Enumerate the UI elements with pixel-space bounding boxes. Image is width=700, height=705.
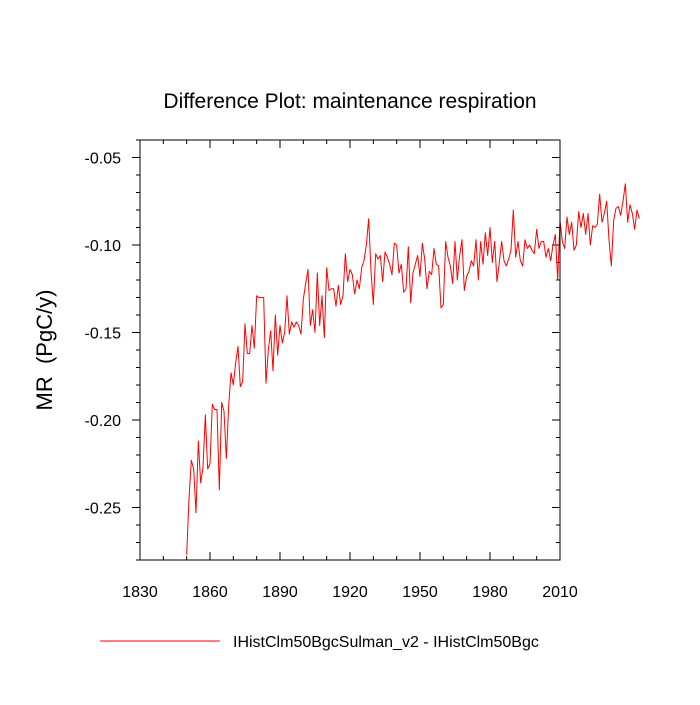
y-axis-label: MR (PgC/y) <box>32 290 57 411</box>
x-tick-label: 2010 <box>542 584 578 601</box>
legend-label: IHistClm50BgcSulman_v2 - IHistClm50Bgc <box>233 634 539 651</box>
chart-title: Difference Plot: maintenance respiration <box>163 90 536 113</box>
y-tick-label: -0.10 <box>85 238 122 255</box>
x-tick-label: 1830 <box>122 584 158 601</box>
x-tick-label: 1860 <box>192 584 228 601</box>
y-tick-label: -0.15 <box>85 326 122 343</box>
x-tick-label: 1980 <box>472 584 508 601</box>
x-tick-label: 1890 <box>262 584 298 601</box>
legend: IHistClm50BgcSulman_v2 - IHistClm50Bgc <box>100 634 539 651</box>
plot-frame <box>139 139 561 561</box>
y-tick-label: -0.20 <box>85 413 122 430</box>
axis-ticks: 1830 1860 1890 1920 1950 1980 2010 -0.25 -0.20 -0… <box>85 139 578 601</box>
x-tick-label: 1950 <box>402 584 438 601</box>
series-line <box>186 183 640 555</box>
y-tick-label: -0.05 <box>85 151 122 168</box>
y-tick-label: -0.25 <box>85 501 122 518</box>
plot-area <box>186 183 640 555</box>
x-tick-label: 1920 <box>332 584 368 601</box>
